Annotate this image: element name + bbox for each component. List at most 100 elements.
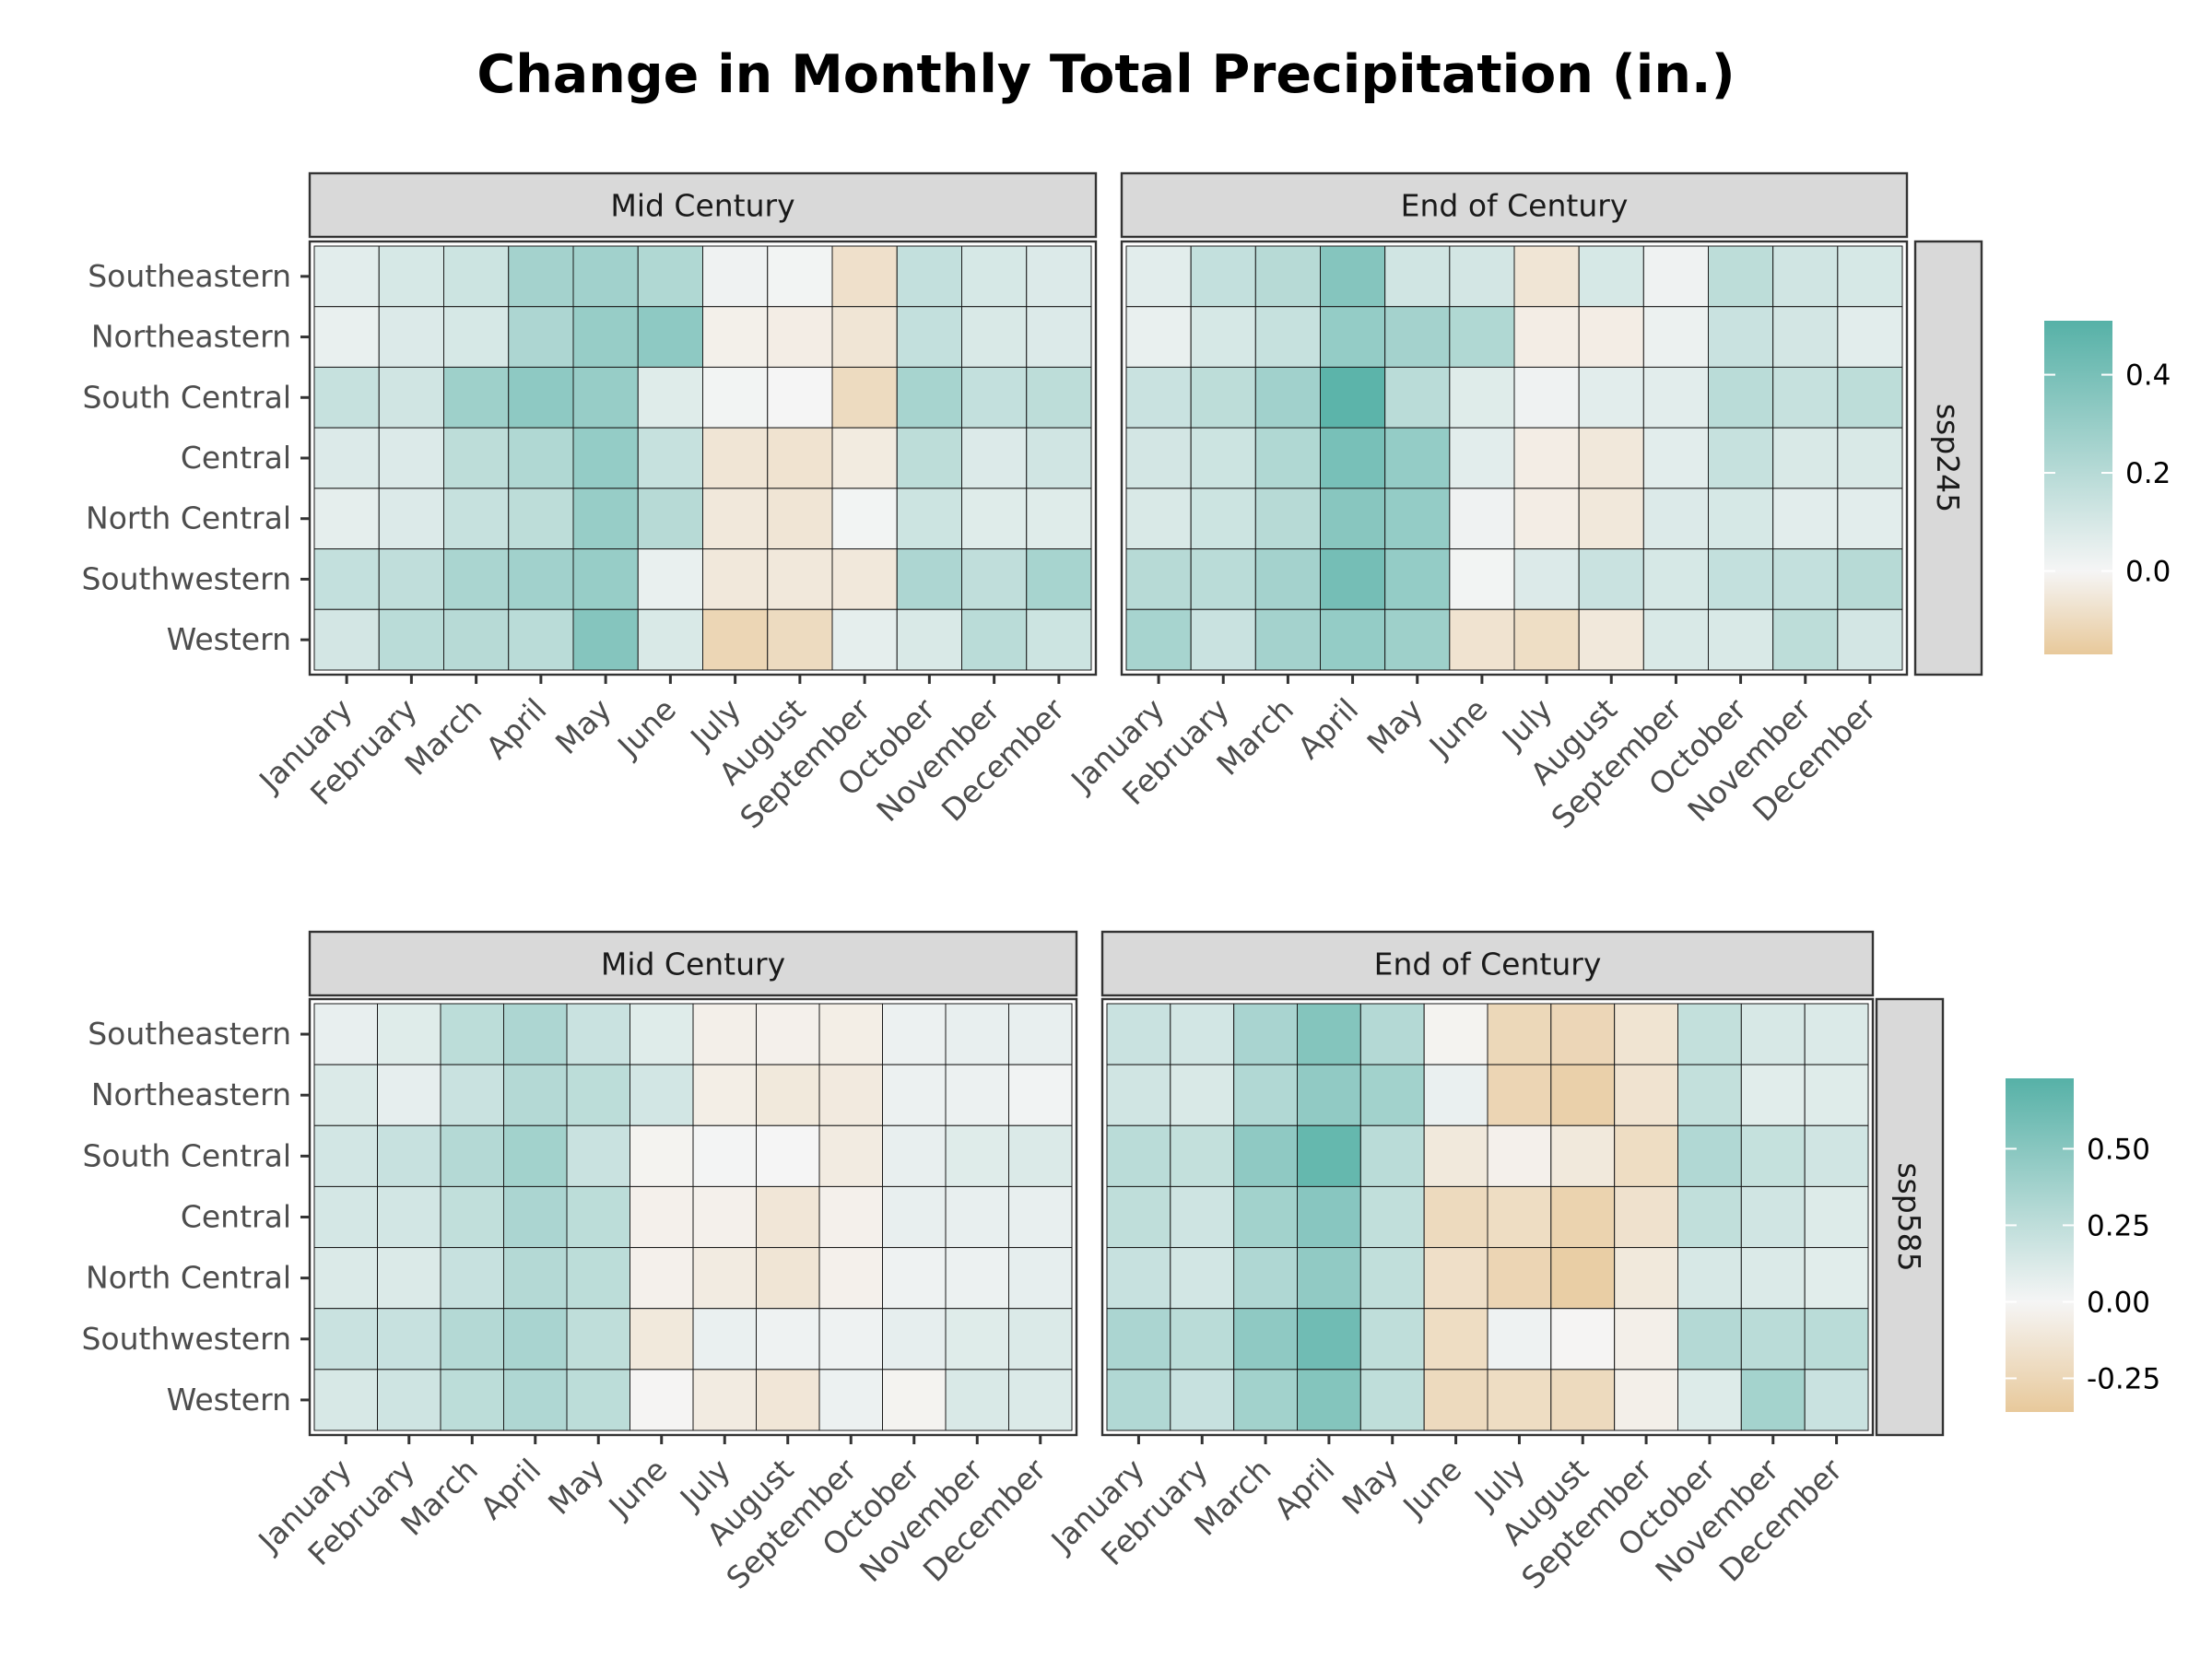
- heatmap-cell: [1614, 1003, 1679, 1065]
- heatmap-cell: [1677, 1247, 1742, 1310]
- heatmap-cell: [1320, 608, 1386, 671]
- heatmap-cell: [1008, 1185, 1073, 1249]
- panel-border: [1100, 997, 1875, 1437]
- heatmap-cell: [503, 1064, 568, 1126]
- heatmap-cell: [1487, 1003, 1552, 1065]
- heatmap-cell: [882, 1064, 947, 1126]
- heatmap-cell: [378, 488, 444, 550]
- heatmap-cell: [1170, 1369, 1235, 1431]
- heatmap-cell: [882, 1003, 947, 1065]
- heatmap-cell: [1359, 1003, 1425, 1065]
- heatmap-cell: [1190, 245, 1256, 308]
- heatmap-cell: [440, 1003, 504, 1065]
- heatmap-cell: [1550, 1247, 1616, 1310]
- heatmap-cell: [1026, 548, 1092, 610]
- heatmap-cell: [1359, 1124, 1425, 1187]
- heatmap-cell: [377, 1003, 441, 1065]
- heatmap-cell: [1614, 1124, 1679, 1187]
- heatmap-cell: [831, 306, 898, 368]
- heatmap-cell: [1740, 1124, 1806, 1187]
- heatmap-cell: [313, 1369, 378, 1431]
- heatmap-cell: [508, 427, 574, 489]
- heatmap-cell: [961, 608, 1028, 671]
- heatmap-cell: [756, 1003, 820, 1065]
- y-tick-label: North Central: [86, 1260, 291, 1296]
- heatmap-cell: [503, 1003, 568, 1065]
- heatmap-cell: [508, 245, 574, 308]
- heatmap-cell: [377, 1247, 441, 1310]
- heatmap-cell: [1359, 1369, 1425, 1431]
- panel-strip-label: End of Century: [1374, 947, 1602, 982]
- heatmap-cell: [1026, 427, 1092, 489]
- heatmap-cell: [831, 366, 898, 429]
- heatmap-cell: [566, 1124, 630, 1187]
- heatmap-cell: [1642, 548, 1709, 610]
- panel-strip: [1100, 930, 1875, 997]
- heatmap-cell: [1254, 306, 1321, 368]
- heatmap-cell: [440, 1064, 504, 1126]
- heatmap-cell: [945, 1124, 1009, 1187]
- heatmap-cell: [1190, 608, 1256, 671]
- heatmap-cell: [1026, 366, 1092, 429]
- heatmap-cell: [566, 1185, 630, 1249]
- heatmap-cell: [1740, 1369, 1806, 1431]
- panel-strip-label: Mid Century: [610, 188, 794, 224]
- heatmap-cell: [1170, 1308, 1235, 1371]
- heatmap-cell: [692, 1064, 757, 1126]
- heatmap-cell: [1359, 1064, 1425, 1126]
- heatmap-cell: [1837, 245, 1903, 308]
- heatmap-cell: [961, 548, 1028, 610]
- heatmap-cell: [566, 1308, 630, 1371]
- heatmap-cell: [572, 306, 639, 368]
- heatmap-cell: [1026, 488, 1092, 550]
- heatmap-cell: [1423, 1308, 1488, 1371]
- heatmap-cell: [1170, 1247, 1235, 1310]
- heatmap-cell: [896, 245, 962, 308]
- heatmap-cell: [1837, 548, 1903, 610]
- heatmap-cell: [1642, 245, 1709, 308]
- heatmap-cell: [572, 608, 639, 671]
- heatmap-cell: [1740, 1308, 1806, 1371]
- heatmap-cell: [629, 1003, 694, 1065]
- chart-title: Change in Monthly Total Precipitation (i…: [477, 44, 1735, 105]
- heatmap-cell: [503, 1247, 568, 1310]
- heatmap-cell: [1297, 1064, 1361, 1126]
- heatmap-cell: [1513, 245, 1580, 308]
- heatmap-cell: [1677, 1124, 1742, 1187]
- heatmap-cell: [313, 366, 380, 429]
- heatmap-cell: [508, 608, 574, 671]
- heatmap-cell: [1008, 1247, 1073, 1310]
- heatmap-cell: [1297, 1247, 1361, 1310]
- heatmap-cell: [503, 1124, 568, 1187]
- y-tick-label: Southwestern: [81, 1321, 291, 1357]
- heatmap-cell: [572, 366, 639, 429]
- heatmap-cell: [1106, 1308, 1171, 1371]
- heatmap-cell: [945, 1247, 1009, 1310]
- heatmap-cell: [629, 1369, 694, 1431]
- heatmap-cell: [1513, 306, 1580, 368]
- heatmap-cell: [1642, 427, 1709, 489]
- heatmap-cell: [692, 1124, 757, 1187]
- heatmap-cell: [1642, 608, 1709, 671]
- legend-colorbar: [2006, 1078, 2074, 1412]
- panel-strip: [1120, 171, 1909, 239]
- heatmap-panel: Mid Century Southeastern Northeastern South…: [81, 930, 1078, 1596]
- heatmap-cell: [1677, 1308, 1742, 1371]
- heatmap-cell: [313, 1308, 378, 1371]
- legend-tick-label: 0.25: [2087, 1209, 2150, 1242]
- heatmap-cell: [378, 427, 444, 489]
- heatmap-cell: [1125, 306, 1192, 368]
- heatmap-cell: [1578, 245, 1644, 308]
- heatmap-cell: [882, 1185, 947, 1249]
- heatmap-cell: [767, 488, 833, 550]
- heatmap-cell: [503, 1369, 568, 1431]
- heatmap-cell: [818, 1064, 883, 1126]
- heatmap-cell: [896, 488, 962, 550]
- heatmap-cell: [443, 366, 510, 429]
- heatmap-cell: [756, 1064, 820, 1126]
- heatmap-cell: [1384, 366, 1451, 429]
- heatmap-cell: [1578, 608, 1644, 671]
- heatmap-cell: [1614, 1369, 1679, 1431]
- heatmap-cell: [1772, 427, 1839, 489]
